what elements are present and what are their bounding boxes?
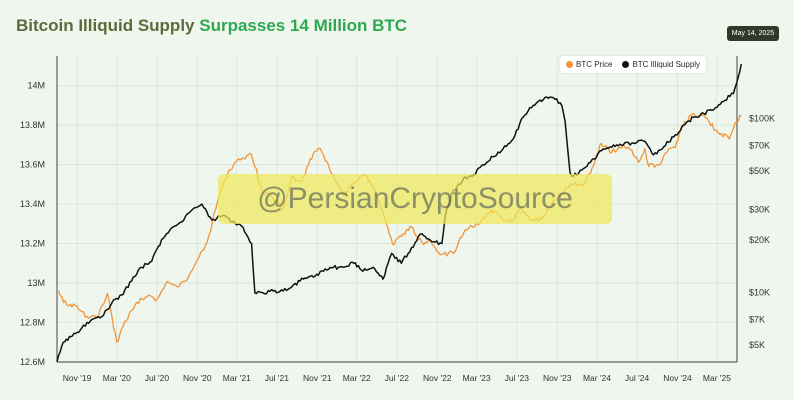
- y-left-tick-label: 13.6M: [20, 160, 45, 170]
- x-tick-label: Mar '21: [223, 373, 251, 383]
- y-right-tick-label: $50K: [749, 166, 770, 176]
- y-right-tick-label: $100K: [749, 113, 775, 123]
- legend-dot-btc-price: [566, 61, 573, 68]
- y-right-tick-label: $70K: [749, 140, 770, 150]
- date-badge: May 14, 2025: [727, 26, 779, 41]
- legend-item-btc-price[interactable]: BTC Price: [566, 60, 612, 69]
- y-right-tick-label: $30K: [749, 205, 770, 215]
- y-left-tick-label: 13.8M: [20, 120, 45, 130]
- y-left-tick-label: 13.4M: [20, 199, 45, 209]
- x-tick-label: Nov '23: [543, 373, 572, 383]
- x-tick-label: Mar '22: [343, 373, 371, 383]
- legend-item-illiquid-supply[interactable]: BTC Illiquid Supply: [622, 60, 700, 69]
- x-tick-label: Nov '22: [423, 373, 452, 383]
- series-line-illiquid-supply: [56, 63, 743, 363]
- title-part-1: Bitcoin Illiquid Supply: [16, 16, 195, 35]
- x-tick-label: Nov '19: [63, 373, 92, 383]
- x-tick-label: Jul '23: [505, 373, 530, 383]
- y-left-tick-label: 12.8M: [20, 318, 45, 328]
- x-tick-label: Nov '21: [303, 373, 332, 383]
- series-line-btc-price: [57, 113, 742, 343]
- y-right-tick-label: $10K: [749, 288, 770, 298]
- y-left-tick-label: 13.2M: [20, 239, 45, 249]
- y-right-tick-label: $5K: [749, 340, 765, 350]
- x-tick-label: Jul '24: [625, 373, 650, 383]
- x-tick-label: Mar '23: [463, 373, 491, 383]
- legend-dot-illiquid-supply: [622, 61, 630, 68]
- x-tick-label: Nov '20: [183, 373, 212, 383]
- x-tick-label: Mar '25: [703, 373, 731, 383]
- x-tick-label: Jul '21: [265, 373, 290, 383]
- x-tick-label: Nov '24: [663, 373, 692, 383]
- x-tick-label: Jul '20: [145, 373, 170, 383]
- y-left-tick-label: 12.6M: [20, 357, 45, 367]
- legend-label-btc-price: BTC Price: [576, 60, 613, 69]
- x-tick-label: Mar '24: [583, 373, 611, 383]
- y-right-tick-label: $20K: [749, 235, 770, 245]
- title-part-2: Surpasses 14 Million BTC: [199, 16, 408, 35]
- x-tick-label: Jul '22: [385, 373, 410, 383]
- y-left-tick-label: 14M: [27, 81, 45, 91]
- x-tick-label: Mar '20: [103, 373, 131, 383]
- watermark: @PersianCryptoSource: [218, 174, 612, 224]
- chart-title: Bitcoin Illiquid Supply Surpasses 14 Mil…: [16, 16, 407, 36]
- y-right-tick-label: $7K: [749, 315, 765, 325]
- y-left-tick-label: 13M: [27, 278, 45, 288]
- chart-legend: BTC Price BTC Illiquid Supply: [560, 56, 707, 73]
- legend-label-illiquid-supply: BTC Illiquid Supply: [632, 60, 701, 69]
